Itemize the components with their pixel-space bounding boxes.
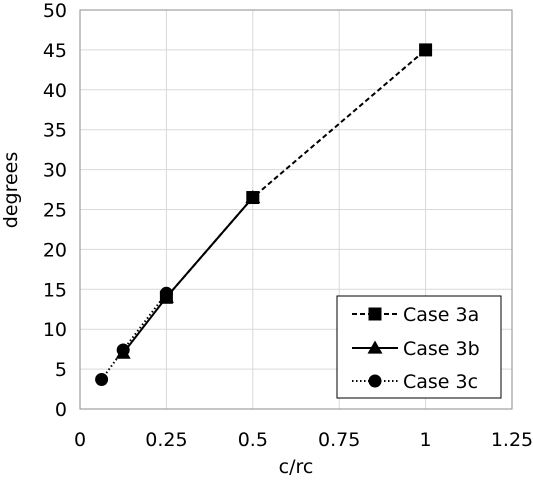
- data-point-case-3b: [115, 345, 131, 359]
- x-axis-tick-labels: 0 0.25 0.5 0.75 1 1.25: [74, 429, 533, 451]
- y-axis-label: degrees: [0, 152, 22, 228]
- y-axis-tick-labels: 0 5 10 15 20 25 30 35 40 45 50: [43, 0, 67, 421]
- data-point-case-3a: [246, 191, 260, 205]
- data-point-case-3c: [95, 372, 109, 386]
- y-tick-label: 10: [43, 319, 67, 341]
- series-line-case-3b: [122, 196, 254, 354]
- y-tick-label: 25: [43, 200, 67, 222]
- series-markers: [95, 43, 433, 386]
- x-axis-label: c/rc: [279, 456, 314, 478]
- y-tick-label: 45: [43, 40, 67, 62]
- data-point-case-3a: [419, 43, 433, 57]
- legend-label: Case 3b: [403, 338, 480, 360]
- x-tick-label: 1: [420, 429, 432, 451]
- legend-marker: [368, 307, 382, 321]
- x-tick-label: 0: [74, 429, 86, 451]
- plot-area-frame: [79, 9, 513, 410]
- y-tick-label: 5: [55, 359, 67, 381]
- series-line-case-3c: [100, 292, 168, 381]
- y-tick-label: 35: [43, 120, 67, 142]
- y-tick-label: 50: [43, 0, 67, 22]
- legend-label: Case 3c: [403, 371, 478, 393]
- series-line-case-3a: [165, 49, 427, 298]
- legend: Case 3a Case 3b Case 3c: [336, 295, 502, 399]
- x-tick-label: 1.25: [491, 429, 533, 451]
- legend-marker: [367, 340, 383, 354]
- y-tick-label: 15: [43, 279, 67, 301]
- x-tick-label: 0.5: [238, 429, 268, 451]
- y-tick-label: 20: [43, 239, 67, 261]
- x-tick-label: 0.75: [318, 429, 360, 451]
- legend-label: Case 3a: [403, 304, 479, 326]
- legend-marker: [368, 374, 382, 388]
- y-tick-label: 0: [55, 399, 67, 421]
- x-tick-label: 0.25: [145, 429, 187, 451]
- y-tick-label: 30: [43, 160, 67, 182]
- y-tick-label: 40: [43, 80, 67, 102]
- data-point-case-3a: [159, 290, 173, 304]
